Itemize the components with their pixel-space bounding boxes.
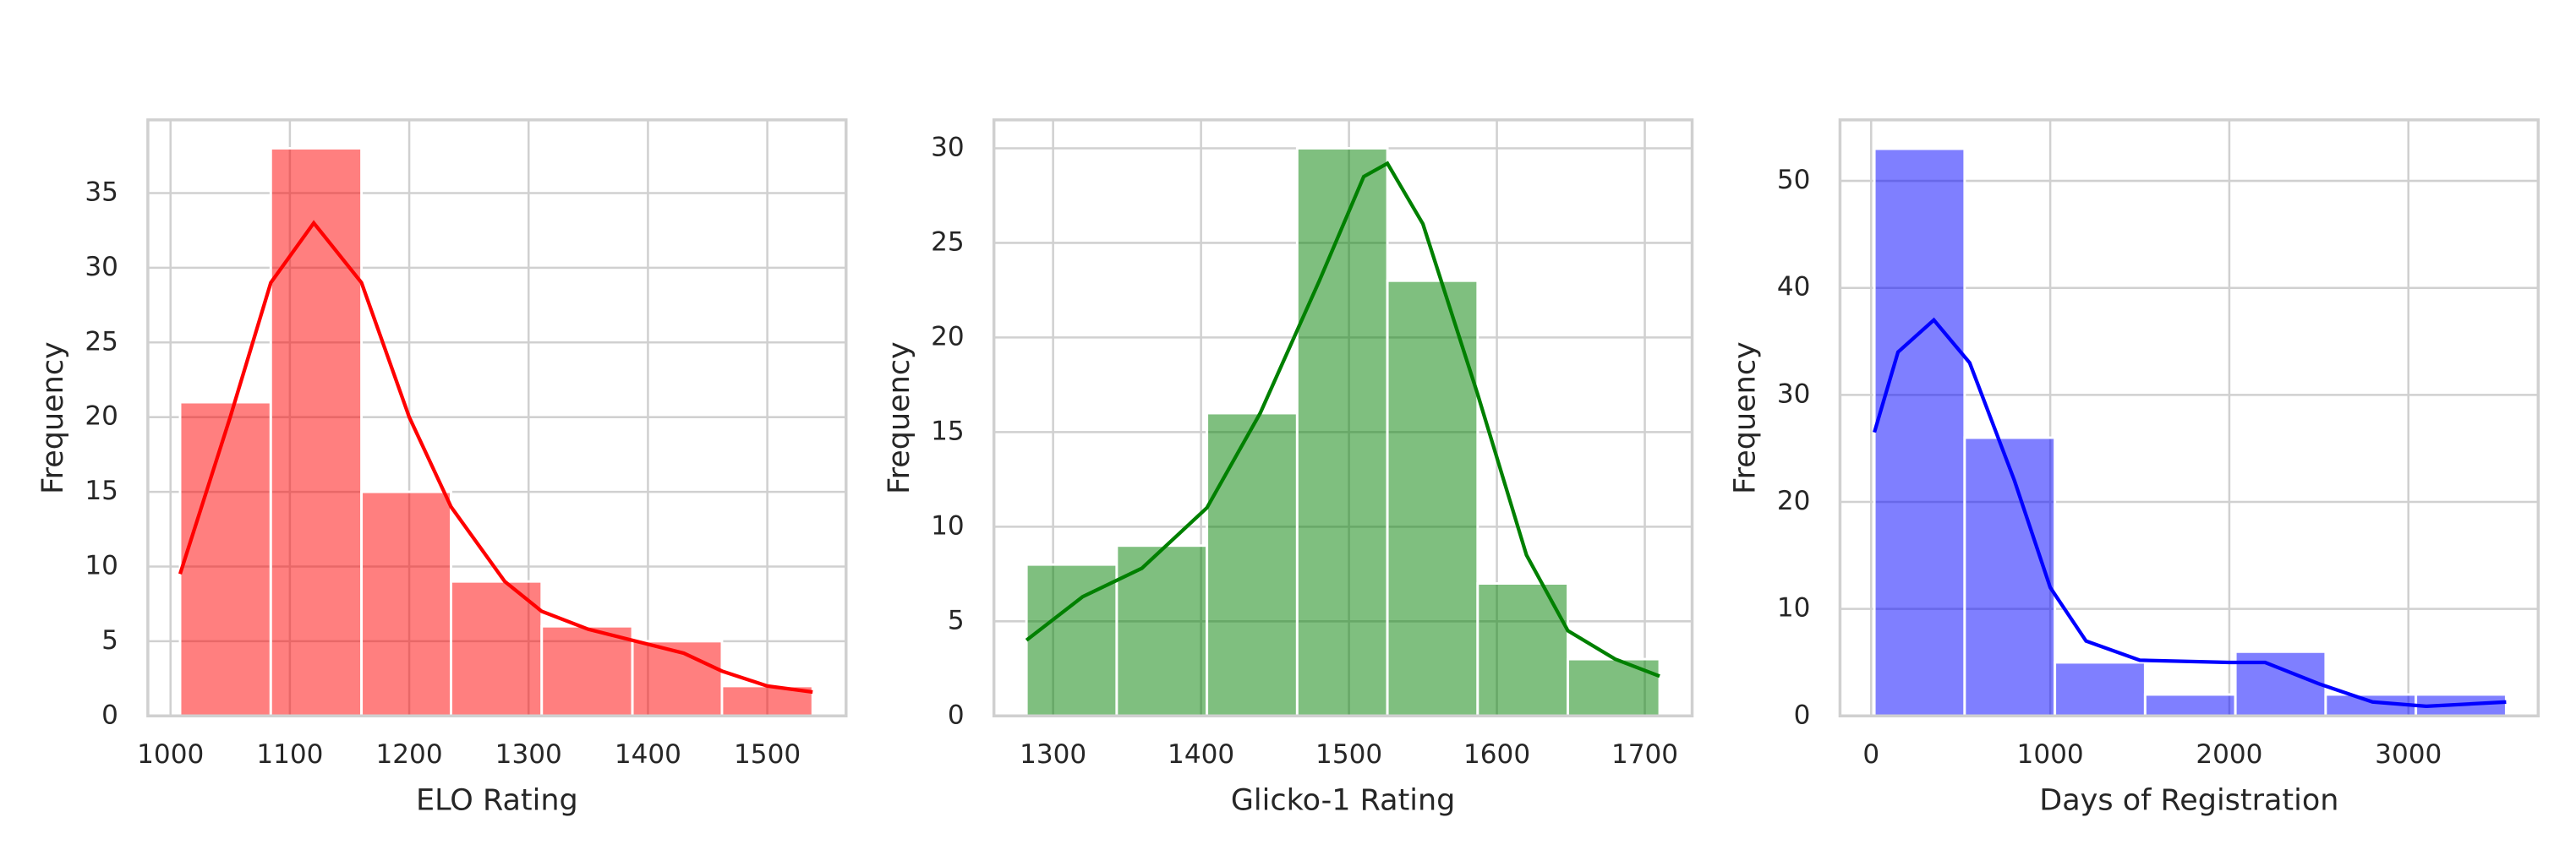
histogram-bar bbox=[1115, 544, 1209, 717]
histogram-bar bbox=[1567, 657, 1661, 717]
y-tick-label: 30 bbox=[1777, 379, 1811, 409]
x-axis-label: Days of Registration bbox=[2039, 783, 2338, 817]
x-tick-label: 1500 bbox=[1315, 739, 1382, 770]
x-axis-label: Glicko-1 Rating bbox=[1231, 783, 1456, 817]
y-axis-label: Frequency bbox=[883, 341, 916, 494]
histogram-bar bbox=[1873, 147, 1966, 717]
x-tick-label: 1300 bbox=[1020, 739, 1086, 770]
x-tick-label: 1500 bbox=[734, 739, 801, 770]
kde-line bbox=[1025, 161, 1660, 678]
y-tick-label: 0 bbox=[1794, 700, 1811, 730]
kde-line bbox=[1873, 317, 2507, 709]
x-tick-label: 0 bbox=[1862, 739, 1879, 770]
axes-frame bbox=[992, 118, 1694, 718]
y-tick-label: 10 bbox=[85, 550, 118, 580]
y-tick-label: 20 bbox=[1777, 486, 1811, 516]
y-tick-label: 40 bbox=[1777, 272, 1811, 302]
histogram-bar bbox=[1963, 436, 2057, 717]
histogram-bar bbox=[2143, 693, 2237, 717]
x-tick-label: 3000 bbox=[2375, 739, 2442, 770]
y-tick-label: 5 bbox=[101, 625, 118, 656]
histogram-bar bbox=[540, 624, 634, 717]
histogram-bar bbox=[360, 490, 452, 717]
x-tick-label: 1300 bbox=[495, 739, 562, 770]
x-tick-label: 1100 bbox=[256, 739, 323, 770]
x-tick-label: 2000 bbox=[2196, 739, 2262, 770]
histogram-bar bbox=[1206, 411, 1299, 717]
axes-frame bbox=[146, 118, 848, 718]
y-tick-label: 5 bbox=[948, 605, 965, 635]
y-tick-label: 15 bbox=[931, 416, 965, 446]
y-tick-label: 20 bbox=[931, 321, 965, 351]
y-axis-label: Frequency bbox=[1729, 341, 1763, 494]
y-tick-label: 0 bbox=[101, 700, 118, 730]
x-tick-label: 1200 bbox=[376, 739, 443, 770]
y-tick-label: 30 bbox=[931, 132, 965, 162]
histogram-bar bbox=[269, 147, 364, 717]
y-tick-label: 10 bbox=[1777, 593, 1811, 624]
histogram-bar bbox=[2054, 661, 2147, 717]
histogram-bar bbox=[1295, 147, 1389, 717]
histogram-bar bbox=[631, 640, 724, 717]
y-axis-label: Frequency bbox=[36, 341, 70, 494]
y-tick-label: 0 bbox=[948, 700, 965, 730]
y-tick-label: 35 bbox=[85, 177, 118, 208]
y-tick-label: 10 bbox=[931, 510, 965, 541]
y-tick-label: 25 bbox=[85, 326, 118, 357]
y-tick-label: 25 bbox=[931, 226, 965, 257]
axes-frame bbox=[1838, 118, 2540, 718]
x-tick-label: 1600 bbox=[1463, 739, 1530, 770]
histogram-bar bbox=[1386, 279, 1479, 717]
x-tick-label: 1400 bbox=[1168, 739, 1234, 770]
x-tick-label: 1700 bbox=[1611, 739, 1678, 770]
y-tick-label: 30 bbox=[85, 252, 118, 282]
y-tick-label: 20 bbox=[85, 401, 118, 432]
x-tick-label: 1000 bbox=[137, 739, 204, 770]
x-tick-label: 1000 bbox=[2017, 739, 2084, 770]
kde-line bbox=[178, 220, 813, 695]
x-tick-label: 1400 bbox=[615, 739, 681, 770]
y-tick-label: 50 bbox=[1777, 165, 1811, 195]
y-tick-label: 15 bbox=[85, 476, 118, 506]
x-axis-label: ELO Rating bbox=[416, 783, 578, 817]
histogram-bar bbox=[178, 401, 272, 717]
